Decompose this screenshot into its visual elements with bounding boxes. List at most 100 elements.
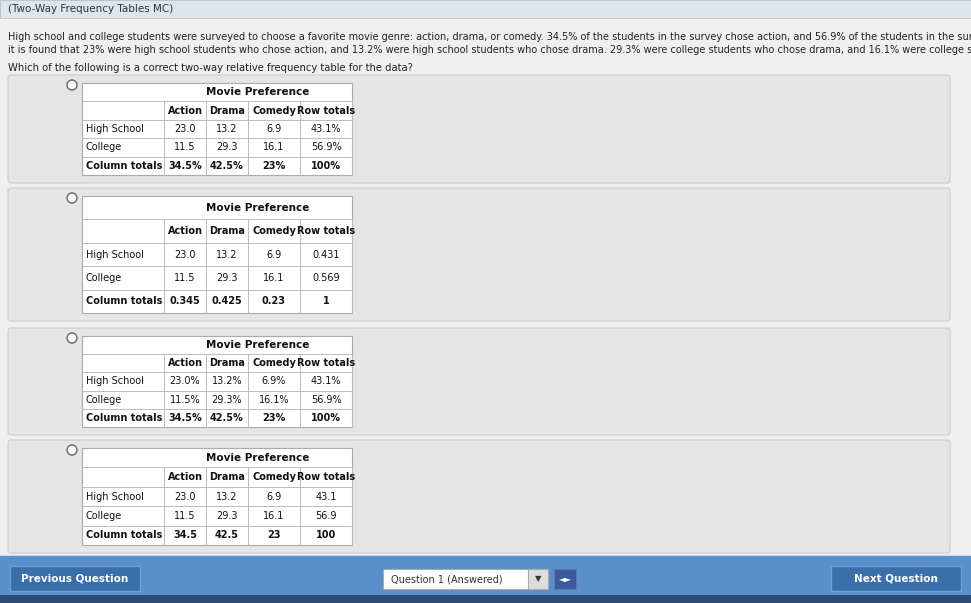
Text: 100%: 100% <box>311 413 341 423</box>
Text: 23%: 23% <box>262 161 285 171</box>
Text: 16.1: 16.1 <box>263 273 285 283</box>
Text: Drama: Drama <box>209 472 245 482</box>
Bar <box>82 196 352 313</box>
Text: 11.5: 11.5 <box>174 142 196 153</box>
Text: High School: High School <box>86 491 144 502</box>
Text: ▼: ▼ <box>535 575 541 584</box>
Text: Column totals: Column totals <box>86 530 162 540</box>
Text: 0.569: 0.569 <box>313 273 340 283</box>
Text: 6.9: 6.9 <box>266 250 282 259</box>
Bar <box>82 83 352 175</box>
Text: 13.2: 13.2 <box>217 124 238 134</box>
Bar <box>0 556 971 603</box>
Text: 29.3: 29.3 <box>217 273 238 283</box>
Circle shape <box>67 445 77 455</box>
Text: 1: 1 <box>322 296 329 306</box>
Text: 13.2%: 13.2% <box>212 376 243 387</box>
Text: Comedy: Comedy <box>252 106 296 116</box>
Text: 42.5%: 42.5% <box>210 413 244 423</box>
FancyBboxPatch shape <box>8 75 950 183</box>
Text: Movie Preference: Movie Preference <box>206 203 310 213</box>
Text: 16.1: 16.1 <box>263 142 285 153</box>
Text: 11.5: 11.5 <box>174 511 196 521</box>
Text: High School: High School <box>86 250 144 259</box>
Text: Which of the following is a correct two-way relative frequency table for the dat: Which of the following is a correct two-… <box>8 63 413 73</box>
Text: Row totals: Row totals <box>297 106 355 116</box>
Text: 56.9: 56.9 <box>316 511 337 521</box>
Circle shape <box>67 80 77 90</box>
Text: Column totals: Column totals <box>86 296 162 306</box>
Text: 23.0: 23.0 <box>174 491 196 502</box>
Text: 11.5: 11.5 <box>174 273 196 283</box>
Bar <box>10 566 140 591</box>
Text: Movie Preference: Movie Preference <box>206 87 310 97</box>
Text: Row totals: Row totals <box>297 226 355 236</box>
Text: Action: Action <box>168 106 203 116</box>
Text: 6.9: 6.9 <box>266 491 282 502</box>
Text: Movie Preference: Movie Preference <box>206 340 310 350</box>
Text: 29.3: 29.3 <box>217 142 238 153</box>
Text: 43.1%: 43.1% <box>311 376 341 387</box>
Bar <box>0 0 971 18</box>
Text: Drama: Drama <box>209 106 245 116</box>
Bar <box>82 448 352 545</box>
Text: 11.5%: 11.5% <box>170 395 200 405</box>
Text: 100: 100 <box>316 530 336 540</box>
Text: High School: High School <box>86 124 144 134</box>
Text: Comedy: Comedy <box>252 472 296 482</box>
Text: 23.0%: 23.0% <box>170 376 200 387</box>
FancyBboxPatch shape <box>8 440 950 553</box>
Text: College: College <box>86 142 122 153</box>
Text: 13.2: 13.2 <box>217 250 238 259</box>
Text: Comedy: Comedy <box>252 358 296 368</box>
Text: 23.0: 23.0 <box>174 124 196 134</box>
Text: High school and college students were surveyed to choose a favorite movie genre:: High school and college students were su… <box>8 32 971 42</box>
Text: Drama: Drama <box>209 226 245 236</box>
Text: 23: 23 <box>267 530 281 540</box>
Text: 100%: 100% <box>311 161 341 171</box>
Bar <box>831 566 961 591</box>
Text: 42.5: 42.5 <box>215 530 239 540</box>
Text: 0.425: 0.425 <box>212 296 243 306</box>
Circle shape <box>67 193 77 203</box>
Text: High School: High School <box>86 376 144 387</box>
Text: Action: Action <box>168 472 203 482</box>
Bar <box>554 569 576 589</box>
Text: 6.9%: 6.9% <box>262 376 286 387</box>
FancyBboxPatch shape <box>8 328 950 435</box>
Text: 23.0: 23.0 <box>174 250 196 259</box>
Text: College: College <box>86 273 122 283</box>
Text: Column totals: Column totals <box>86 161 162 171</box>
Text: 6.9: 6.9 <box>266 124 282 134</box>
Text: Row totals: Row totals <box>297 472 355 482</box>
Bar <box>528 569 548 589</box>
Text: 0.431: 0.431 <box>313 250 340 259</box>
FancyBboxPatch shape <box>8 188 950 321</box>
Text: it is found that 23% were high school students who chose action, and 13.2% were : it is found that 23% were high school st… <box>8 45 971 55</box>
Text: 56.9%: 56.9% <box>311 142 342 153</box>
Text: 43.1: 43.1 <box>316 491 337 502</box>
Text: 29.3%: 29.3% <box>212 395 243 405</box>
Text: 56.9%: 56.9% <box>311 395 342 405</box>
Bar <box>0 18 971 555</box>
Text: 0.23: 0.23 <box>262 296 286 306</box>
Text: Previous Question: Previous Question <box>21 573 128 584</box>
Text: College: College <box>86 395 122 405</box>
Circle shape <box>67 333 77 343</box>
Text: 43.1%: 43.1% <box>311 124 341 134</box>
Text: 34.5: 34.5 <box>173 530 197 540</box>
Text: (Two-Way Frequency Tables MC): (Two-Way Frequency Tables MC) <box>8 4 173 14</box>
Text: Question 1 (Answered): Question 1 (Answered) <box>391 574 503 584</box>
Text: 23%: 23% <box>262 413 285 423</box>
Text: Column totals: Column totals <box>86 413 162 423</box>
Text: 16.1: 16.1 <box>263 511 285 521</box>
Text: ◄►: ◄► <box>558 575 572 584</box>
Text: 16.1%: 16.1% <box>258 395 289 405</box>
Bar <box>383 569 548 589</box>
Text: Next Question: Next Question <box>854 573 938 584</box>
Bar <box>0 595 971 603</box>
Text: Movie Preference: Movie Preference <box>206 453 310 463</box>
Text: 0.345: 0.345 <box>170 296 200 306</box>
Bar <box>82 336 352 427</box>
Text: Action: Action <box>168 358 203 368</box>
